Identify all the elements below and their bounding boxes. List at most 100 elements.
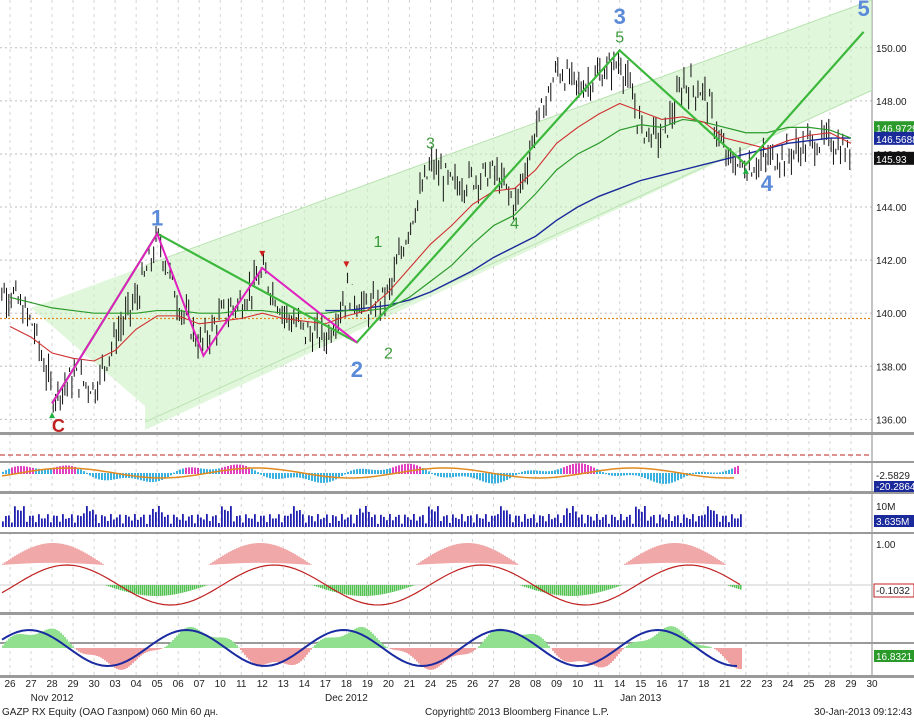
osc2-bar [620, 585, 622, 586]
volume-bar [620, 514, 622, 527]
osc2-bar [594, 585, 596, 594]
osc1-bar [671, 473, 673, 483]
y-tick-label: 148.00 [876, 97, 907, 108]
osc1-bar [551, 470, 553, 474]
volume-bar [176, 517, 178, 527]
osc3-area [50, 628, 52, 648]
osc2-area [308, 562, 310, 565]
osc1-bar [692, 472, 694, 474]
osc2-area [90, 556, 92, 565]
volume-bar [584, 523, 586, 527]
osc2-bar [376, 585, 378, 596]
osc2-area [724, 563, 726, 565]
osc3-area [268, 648, 270, 664]
osc2-area [214, 560, 216, 565]
osc3-area [484, 639, 486, 648]
osc1-bar [269, 473, 271, 479]
osc3-area [556, 648, 558, 656]
volume-bar [17, 510, 19, 527]
last-price-box [874, 151, 914, 165]
volume-bar [566, 508, 568, 527]
osc3-area [156, 648, 158, 650]
osc3-area [96, 648, 98, 656]
osc3-area [402, 648, 404, 652]
volume-bar [302, 514, 304, 527]
volume-bar [677, 515, 679, 527]
osc3-area [680, 631, 682, 648]
osc2-bar [728, 585, 730, 586]
osc3-area [102, 648, 104, 659]
osc3-area [356, 627, 358, 648]
osc2-bar [576, 585, 578, 596]
volume-bar [224, 509, 226, 527]
osc2-bar [164, 585, 166, 596]
osc3-area [444, 648, 446, 662]
osc1-bar [296, 473, 298, 478]
x-tick-label: 26 [467, 679, 479, 690]
osc2-bar [134, 585, 136, 594]
osc2-bar [334, 585, 336, 593]
osc2-area [92, 557, 94, 565]
osc2-bar [142, 585, 144, 596]
footer-copyright: Copyright© 2013 Bloomberg Finance L.P. [425, 707, 609, 718]
osc2-area [46, 543, 48, 563]
osc2-area [26, 549, 28, 564]
osc3-area [338, 636, 340, 648]
osc2-area [716, 558, 718, 565]
volume-bar [191, 515, 193, 527]
osc1-bar [164, 473, 166, 479]
osc3-area [594, 648, 596, 666]
volume-bar [509, 514, 511, 527]
volume-bar [353, 523, 355, 527]
osc1-bar [26, 466, 28, 474]
osc1-signal-line [1, 467, 735, 479]
osc3-area [730, 648, 732, 665]
osc3-area [128, 648, 130, 667]
volume-bar [41, 518, 43, 527]
osc2-area [672, 543, 674, 563]
sell-marker [259, 250, 266, 257]
last-price-box [874, 131, 914, 145]
osc3-area [12, 635, 14, 648]
osc3-area [16, 634, 18, 648]
osc2-area [462, 543, 464, 563]
volume-bar [575, 511, 577, 527]
osc1-bar [389, 468, 391, 474]
volume-bar [467, 516, 469, 527]
osc3-area [160, 648, 162, 649]
osc1-bar [431, 472, 433, 474]
osc2-area [626, 562, 628, 565]
osc1-bar [599, 470, 601, 474]
osc2-area [500, 553, 502, 564]
osc3-area [364, 627, 366, 648]
osc3-area [344, 634, 346, 648]
osc2-bar [738, 585, 740, 590]
volume-bar [404, 514, 406, 527]
x-tick-label: 29 [68, 679, 80, 690]
osc1-bar [107, 473, 109, 481]
volume-bar [503, 510, 505, 527]
volume-bar [350, 514, 352, 527]
osc2-bar [572, 585, 574, 596]
y-tick-label: 144.00 [876, 203, 907, 214]
volume-bar [2, 521, 4, 527]
osc2-area [486, 546, 488, 564]
moving-average-red [9, 102, 852, 362]
volume-bar [614, 516, 616, 527]
osc2-area [274, 545, 276, 564]
volume-bar [599, 519, 601, 527]
x-tick-label: 18 [341, 679, 353, 690]
osc2-bar [328, 585, 330, 591]
osc3-area [210, 636, 212, 648]
osc1-bar [404, 463, 406, 474]
osc3-area [70, 644, 72, 648]
x-tick-label: 28 [824, 679, 836, 690]
osc3-area [554, 648, 556, 654]
osc2-bar [146, 585, 148, 596]
osc2-tick-label: 1.00 [876, 540, 896, 551]
osc2-area [292, 553, 294, 564]
osc2-bar [394, 585, 396, 592]
volume-bar [116, 517, 118, 527]
osc1-bar [512, 473, 514, 477]
osc2-area [100, 562, 102, 565]
